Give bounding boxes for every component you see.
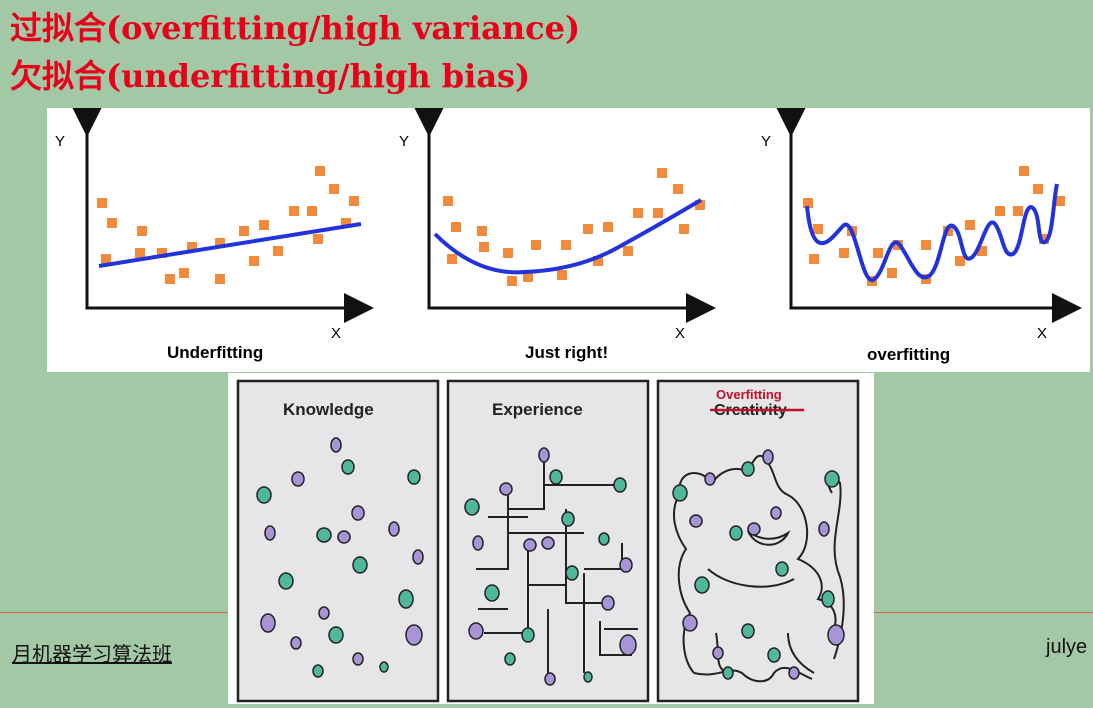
panel-overfitting bbox=[656, 379, 860, 703]
caption-overfitting: overfitting bbox=[867, 345, 950, 364]
axes bbox=[414, 107, 716, 323]
experience-network bbox=[476, 459, 638, 673]
fit-curve-wiggly bbox=[805, 183, 1059, 282]
experience-dots bbox=[464, 447, 637, 686]
data-points bbox=[97, 166, 359, 284]
y-axis-label: Y bbox=[761, 133, 771, 150]
footer-site-name: julye bbox=[1046, 636, 1088, 658]
footer-course-link[interactable]: 月机器学习算法班 bbox=[12, 642, 172, 666]
label-knowledge: Knowledge bbox=[283, 400, 374, 419]
caption-underfitting: Underfitting bbox=[167, 343, 263, 362]
knowledge-experience-comic: Knowledge Experience Overfitting Creativ… bbox=[228, 373, 874, 704]
fit-line bbox=[98, 222, 362, 268]
chart-underfitting: Y X Underfitting bbox=[55, 107, 374, 362]
chart-overfitting: Y X overfitting bbox=[761, 107, 1082, 364]
data-points bbox=[443, 168, 705, 286]
title-overfitting: 过拟合(overfitting/high variance) bbox=[10, 9, 581, 47]
label-experience: Experience bbox=[492, 400, 583, 419]
x-axis-label: X bbox=[331, 325, 341, 342]
axes bbox=[72, 107, 374, 323]
title-underfitting: 欠拟合(underfitting/high bias) bbox=[10, 57, 531, 95]
axes bbox=[776, 107, 1082, 323]
y-axis-label: Y bbox=[399, 133, 409, 150]
x-axis-label: X bbox=[1037, 325, 1047, 342]
y-axis-label: Y bbox=[55, 133, 65, 150]
fit-curve bbox=[433, 198, 703, 275]
footer-divider-left bbox=[0, 612, 228, 613]
panel-knowledge bbox=[236, 379, 440, 703]
label-overfitting: Overfitting bbox=[716, 387, 782, 402]
knowledge-dots bbox=[256, 437, 424, 678]
overfitting-dots bbox=[672, 449, 845, 680]
chart-just-right: Y X Just right! bbox=[399, 107, 716, 362]
caption-just-right: Just right! bbox=[525, 343, 608, 362]
footer-divider-right bbox=[874, 612, 1093, 613]
fit-charts-panel: Y X Underfitting Y X bbox=[47, 107, 1090, 372]
x-axis-label: X bbox=[675, 325, 685, 342]
